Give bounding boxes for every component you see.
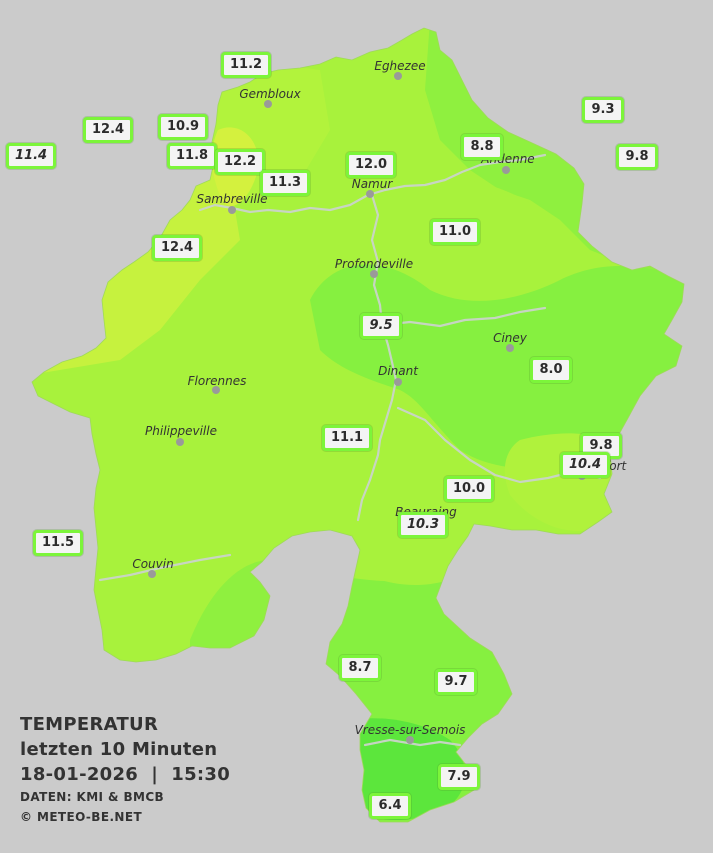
station-reading: 11.4 [6, 143, 57, 169]
city-dot [502, 166, 510, 174]
city-dot [370, 270, 378, 278]
station-reading: 9.3 [582, 97, 624, 123]
station-reading: 8.0 [530, 357, 572, 383]
station-reading: 11.0 [430, 219, 481, 245]
cities-layer: EghezeeGemblouxAndenneNamurSambrevillePr… [132, 59, 628, 744]
city-label: Ciney [493, 331, 528, 345]
station-reading: 12.0 [346, 152, 397, 178]
legend-title: TEMPERATUR [20, 714, 159, 735]
city-marker: Dinant [378, 364, 419, 386]
city-marker: Ciney [493, 331, 528, 352]
city-dot [394, 378, 402, 386]
city-marker: Gembloux [239, 87, 302, 108]
legend: TEMPERATUR letzten 10 Minuten 18-01-2026… [20, 712, 230, 827]
city-label: Vresse-sur-Semois [355, 723, 466, 737]
station-reading: 10.4 [560, 452, 611, 478]
station-reading: 8.7 [339, 655, 381, 681]
city-label: Namur [352, 177, 394, 191]
legend-copyright: © METEO-BE.NET [20, 810, 143, 824]
province-outline [31, 27, 685, 823]
city-marker: Florennes [188, 374, 247, 394]
station-reading: 10.3 [398, 512, 449, 538]
station-reading: 11.1 [322, 425, 373, 451]
city-dot [148, 570, 156, 578]
station-reading: 12.4 [83, 117, 134, 143]
city-label: Philippeville [145, 424, 217, 438]
city-label: Gembloux [239, 87, 301, 101]
city-label: Eghezee [374, 59, 425, 73]
city-dot [366, 190, 374, 198]
station-reading: 6.4 [369, 793, 411, 819]
city-marker: Profondeville [335, 257, 413, 278]
city-dot [394, 72, 402, 80]
city-dot [228, 206, 236, 214]
city-marker: Vresse-sur-Semois [355, 723, 466, 744]
station-reading: 12.2 [215, 149, 266, 175]
city-label: Dinant [378, 364, 419, 378]
rivers [98, 153, 602, 747]
city-label: Sambreville [196, 192, 267, 206]
city-marker: Philippeville [145, 424, 217, 446]
station-reading: 11.5 [33, 530, 84, 556]
city-label: Couvin [132, 557, 173, 571]
station-reading: 7.9 [438, 764, 480, 790]
city-marker: Sambreville [196, 192, 268, 214]
station-reading: 9.5 [360, 313, 402, 339]
legend-datetime: 18-01-2026 | 15:30 [20, 764, 231, 785]
legend-source: DATEN: KMI & BMCB [20, 790, 165, 804]
city-dot [406, 736, 414, 744]
station-reading: 11.2 [221, 52, 272, 78]
city-dot [264, 100, 272, 108]
city-marker: Eghezee [374, 59, 426, 80]
city-dot [212, 386, 220, 394]
station-reading: 10.0 [444, 476, 495, 502]
station-reading: 9.7 [435, 669, 477, 695]
station-reading: 10.9 [158, 114, 209, 140]
city-marker: Namur [352, 177, 394, 198]
station-reading: 9.8 [616, 144, 658, 170]
station-reading: 11.8 [167, 143, 218, 169]
station-reading: 12.4 [152, 235, 203, 261]
legend-subtitle: letzten 10 Minuten [20, 739, 218, 760]
city-dot [176, 438, 184, 446]
city-label: Florennes [188, 374, 247, 388]
city-marker: Couvin [132, 557, 174, 578]
station-reading: 11.3 [260, 170, 311, 196]
station-reading: 8.8 [461, 134, 503, 160]
city-dot [506, 344, 514, 352]
city-label: Profondeville [335, 257, 413, 271]
